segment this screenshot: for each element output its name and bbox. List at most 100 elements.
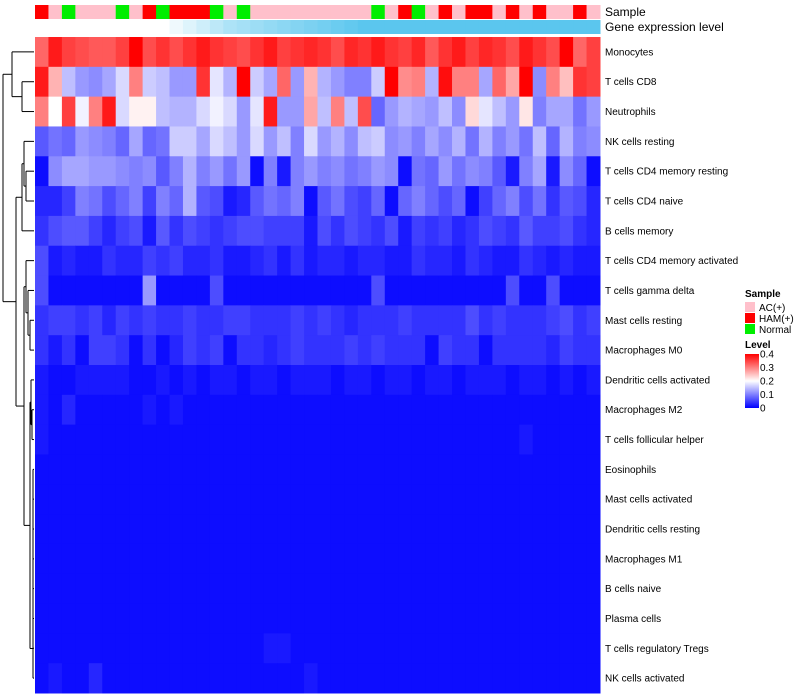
heatmap-cell: [290, 215, 305, 247]
heatmap-cell: [169, 633, 184, 664]
heatmap-cell: [371, 335, 386, 366]
heatmap-cell: [48, 335, 63, 366]
sample-annotation-cell: [438, 5, 453, 19]
heatmap-cell: [304, 365, 318, 396]
heatmap-cell: [452, 603, 466, 634]
heatmap-cell: [304, 186, 318, 217]
heatmap-cell: [209, 484, 224, 515]
heatmap-cell: [519, 603, 534, 634]
heatmap-cell: [102, 573, 117, 605]
heatmap-cell: [411, 37, 426, 68]
heatmap-cell: [330, 126, 345, 157]
heatmap-cell: [61, 484, 76, 515]
heatmap-cell: [398, 186, 413, 217]
heatmap-cell: [465, 514, 480, 545]
heatmap-cell: [384, 66, 399, 98]
heatmap-cell: [465, 633, 480, 664]
heatmap-cell: [505, 186, 520, 217]
heatmap-cell: [156, 96, 171, 127]
heatmap-cell: [88, 394, 103, 426]
heatmap-cell: [290, 484, 305, 515]
heatmap-cell: [411, 335, 426, 366]
gene-annotation-cell: [478, 20, 493, 34]
sample-legend-swatch: [745, 324, 755, 334]
heatmap-cell: [357, 663, 372, 694]
heatmap-cell: [61, 394, 76, 426]
heatmap-cell: [209, 335, 224, 366]
heatmap-cell: [61, 215, 76, 247]
heatmap-cell: [169, 126, 184, 157]
heatmap-cell: [330, 663, 345, 694]
heatmap-cell: [88, 424, 103, 455]
heatmap-cell: [250, 484, 265, 515]
heatmap-cell: [304, 603, 318, 634]
heatmap-cell: [478, 633, 493, 664]
heatmap-cell: [236, 633, 251, 664]
heatmap-cell: [344, 573, 359, 605]
heatmap-cell: [398, 126, 413, 157]
row-label: Mast cells activated: [605, 495, 692, 506]
heatmap-cell: [317, 37, 332, 68]
heatmap-cell: [371, 245, 386, 277]
heatmap-cell: [304, 275, 318, 306]
heatmap-cell: [519, 245, 534, 277]
gene-annotation-cell: [115, 20, 130, 34]
heatmap-cell: [344, 603, 359, 634]
heatmap-cell: [196, 215, 211, 247]
heatmap-cell: [465, 126, 480, 157]
heatmap-cell: [129, 633, 144, 664]
heatmap-cell: [492, 543, 507, 575]
heatmap-cell: [330, 305, 345, 336]
heatmap-cell: [344, 37, 359, 68]
heatmap-cell: [142, 514, 157, 545]
heatmap-cell: [357, 394, 372, 426]
gene-annotation-cell: [290, 20, 305, 34]
heatmap-cell: [452, 126, 466, 157]
heatmap-cell: [559, 215, 574, 247]
heatmap-cell: [304, 156, 318, 187]
heatmap-cell: [35, 245, 49, 277]
heatmap-cell: [196, 424, 211, 455]
heatmap-cell: [452, 37, 466, 68]
heatmap-cell: [586, 186, 601, 217]
heatmap-cell: [505, 394, 520, 426]
heatmap-cell: [532, 335, 547, 366]
heatmap-cell: [277, 37, 292, 68]
heatmap-cell: [196, 633, 211, 664]
heatmap-cell: [196, 156, 211, 187]
heatmap-cell: [169, 37, 184, 68]
heatmap-cell: [519, 335, 534, 366]
heatmap-cell: [115, 156, 130, 187]
heatmap-cell: [169, 305, 184, 336]
heatmap-cell: [290, 424, 305, 455]
heatmap-cell: [519, 424, 534, 455]
heatmap-cell: [290, 186, 305, 217]
heatmap-cell: [465, 186, 480, 217]
heatmap-cell: [48, 424, 63, 455]
heatmap-cell: [384, 96, 399, 127]
heatmap-cell: [492, 573, 507, 605]
heatmap-cell: [102, 663, 117, 694]
heatmap-cell: [425, 335, 440, 366]
heatmap-cell: [425, 96, 440, 127]
heatmap-cell: [48, 126, 63, 157]
sample-annotation-cell: [182, 5, 197, 19]
heatmap-cell: [559, 335, 574, 366]
gene-annotation-cell: [357, 20, 372, 34]
heatmap-cell: [35, 215, 49, 247]
heatmap-cell: [263, 156, 278, 187]
heatmap-cell: [115, 633, 130, 664]
sample-annotation-cell: [48, 5, 63, 19]
heatmap-cell: [573, 603, 588, 634]
heatmap-cell: [317, 156, 332, 187]
heatmap-cell: [398, 633, 413, 664]
heatmap-cell: [317, 663, 332, 694]
heatmap-cell: [35, 96, 49, 127]
gene-annotation-cell: [142, 20, 157, 34]
heatmap-cell: [263, 454, 278, 485]
gene-annotation-cell: [317, 20, 332, 34]
heatmap-cell: [532, 37, 547, 68]
heatmap-cell: [209, 37, 224, 68]
heatmap-cell: [223, 603, 238, 634]
sample-annotation-cell: [425, 5, 440, 19]
